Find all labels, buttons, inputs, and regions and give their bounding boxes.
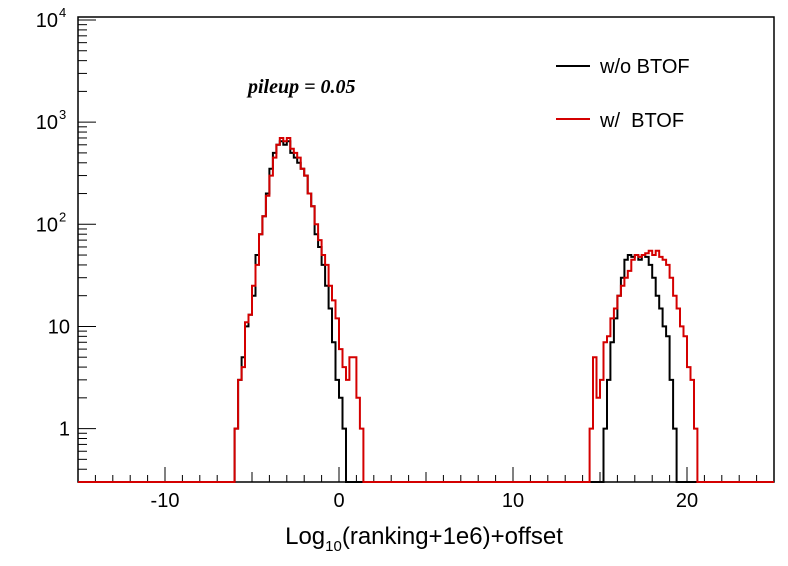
y-tick-label: 10 <box>36 112 58 134</box>
y-tick-label: 1 <box>59 419 70 441</box>
x-tick-label: 20 <box>676 490 698 512</box>
x-tick-label: 10 <box>502 490 524 512</box>
y-tick-label: 10 <box>48 316 70 338</box>
legend: w/o BTOF w/ BTOF <box>556 56 690 132</box>
series-line-1 <box>78 137 774 483</box>
y-tick-exponent: 2 <box>59 209 66 224</box>
x-tick-label: 0 <box>333 490 344 512</box>
legend-label-w-btof: w/ BTOF <box>599 110 684 132</box>
x-axis-ticks: -10 0 10 20 <box>77 467 775 512</box>
legend-label-wo-btof: w/o BTOF <box>599 56 690 78</box>
y-tick-exponent: 4 <box>59 5 66 20</box>
series-layer <box>78 137 774 483</box>
y-tick-exponent: 3 <box>59 107 66 122</box>
pileup-annotation: pileup = 0.05 <box>246 76 356 98</box>
x-tick-label: -10 <box>151 490 180 512</box>
x-axis-title: Log10(ranking+1e6)+offset <box>285 523 563 555</box>
y-tick-label: 10 <box>36 10 58 32</box>
plot-frame <box>77 16 775 483</box>
y-tick-label: 10 <box>36 214 58 236</box>
